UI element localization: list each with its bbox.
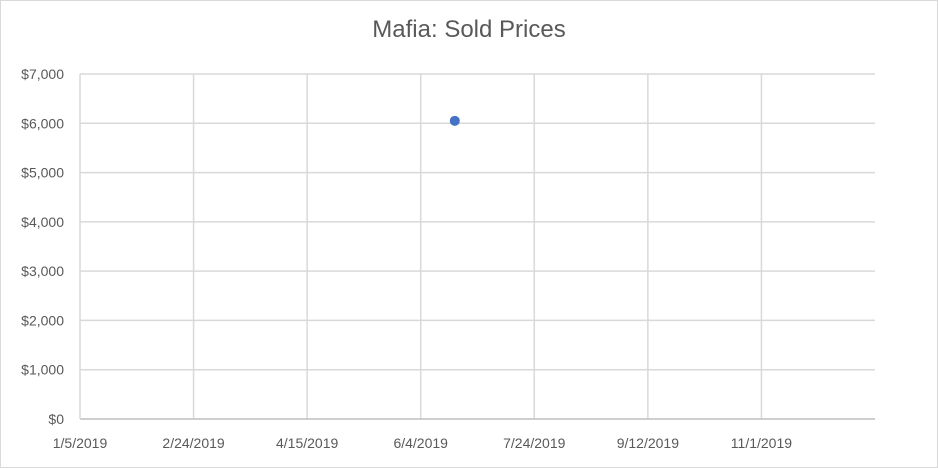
y-tick-label: $2,000 [21, 312, 64, 328]
y-tick-label: $1,000 [21, 362, 64, 378]
y-tick-label: $6,000 [21, 115, 64, 131]
x-tick-label: 2/24/2019 [162, 435, 224, 451]
y-tick-label: $0 [48, 411, 64, 427]
axes [79, 74, 875, 420]
x-tick-label: 4/15/2019 [276, 435, 338, 451]
y-tick-label: $3,000 [21, 263, 64, 279]
x-tick-label: 1/5/2019 [53, 435, 108, 451]
x-tick-label: 6/4/2019 [393, 435, 448, 451]
y-tick-label: $4,000 [21, 214, 64, 230]
x-tick-label: 9/12/2019 [617, 435, 679, 451]
y-tick-label: $5,000 [21, 165, 64, 181]
x-tick-label: 11/1/2019 [731, 435, 792, 451]
gridlines [80, 73, 875, 419]
x-axis-labels: 1/5/2019 2/24/2019 4/15/2019 6/4/2019 7/24/2… [53, 435, 793, 451]
y-tick-label: $7,000 [21, 66, 64, 82]
x-tick-label: 7/24/2019 [503, 435, 565, 451]
y-axis-labels: $0 $1,000 $2,000 $3,000 $4,000 $5,000 $6,000 $7… [21, 66, 64, 427]
chart-title: Mafia: Sold Prices [372, 16, 566, 43]
data-points [449, 115, 460, 126]
data-point [449, 115, 460, 126]
